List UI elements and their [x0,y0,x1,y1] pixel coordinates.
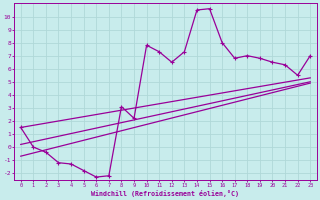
X-axis label: Windchill (Refroidissement éolien,°C): Windchill (Refroidissement éolien,°C) [92,190,239,197]
